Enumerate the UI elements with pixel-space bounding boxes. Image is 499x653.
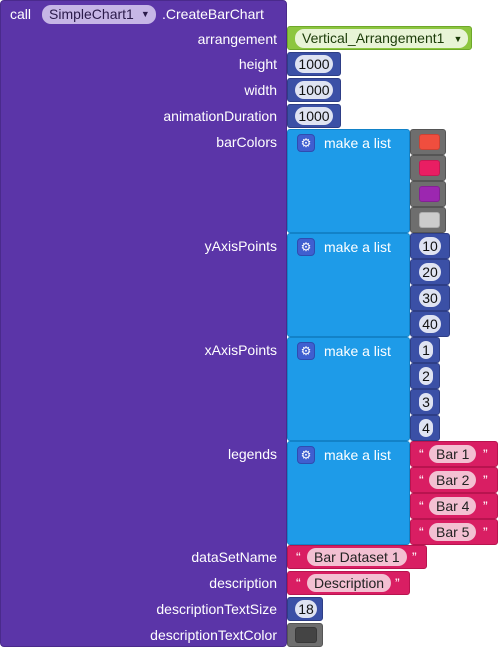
component-dropdown[interactable]: SimpleChart1 ▼ [42, 5, 156, 24]
quote-open: “ [419, 498, 424, 514]
color-swatch-dark-gray[interactable] [295, 627, 317, 643]
param-label-y-axis-points: yAxisPoints [204, 238, 277, 254]
color-swatch-red[interactable] [419, 134, 440, 150]
x-axis-number-field[interactable]: 1 [419, 341, 433, 359]
legends-list-block[interactable]: ⚙ make a list [287, 441, 410, 545]
param-label-description-text-size: descriptionTextSize [156, 601, 277, 617]
quote-open: “ [419, 472, 424, 488]
param-label-height: height [238, 56, 277, 72]
y-axis-number-field[interactable]: 30 [419, 289, 441, 307]
description-text-field[interactable]: Description [307, 574, 392, 592]
arrangement-dropdown[interactable]: Vertical_Arrangement1 ▼ [295, 29, 469, 48]
y-axis-number-field[interactable]: 40 [419, 315, 441, 333]
quote-close: ” [483, 446, 488, 462]
legend-text-block[interactable]: “ Bar 1 ” [410, 441, 498, 467]
arrangement-block[interactable]: Vertical_Arrangement1 ▼ [287, 26, 472, 50]
gear-icon[interactable]: ⚙ [297, 238, 315, 256]
param-label-legends: legends [227, 446, 277, 462]
param-label-arrangement: arrangement [197, 31, 277, 47]
description-text-color-block[interactable] [287, 623, 323, 647]
param-label-dataset-name: dataSetName [191, 549, 277, 565]
legend-text-field[interactable]: Bar 1 [429, 445, 477, 463]
y-axis-number-field[interactable]: 20 [419, 263, 441, 281]
component-name: SimpleChart1 [49, 6, 134, 22]
make-a-list-label: make a list [324, 239, 391, 255]
y-axis-number-block[interactable]: 10 [410, 233, 450, 259]
x-axis-points-list-block[interactable]: ⚙ make a list [287, 337, 410, 441]
create-bar-chart-block[interactable] [0, 0, 287, 647]
legend-text-block[interactable]: “ Bar 5 ” [410, 519, 498, 545]
param-label-width: width [244, 82, 277, 98]
width-number-block[interactable]: 1000 [287, 78, 341, 102]
gear-icon[interactable]: ⚙ [297, 134, 315, 152]
y-axis-number-block[interactable]: 20 [410, 259, 450, 285]
dataset-name-text-field[interactable]: Bar Dataset 1 [307, 548, 407, 566]
y-axis-number-block[interactable]: 40 [410, 311, 450, 337]
description-text-size-number-block[interactable]: 18 [287, 597, 323, 621]
x-axis-number-block[interactable]: 1 [410, 337, 440, 363]
legend-text-field[interactable]: Bar 2 [429, 471, 477, 489]
gear-icon[interactable]: ⚙ [297, 446, 315, 464]
width-number-field[interactable]: 1000 [295, 81, 333, 99]
arrangement-value: Vertical_Arrangement1 [302, 30, 445, 46]
quote-open: “ [419, 524, 424, 540]
color-swatch-purple[interactable] [419, 186, 440, 202]
y-axis-number-field[interactable]: 10 [419, 237, 441, 255]
make-a-list-label: make a list [324, 447, 391, 463]
make-a-list-label: make a list [324, 343, 391, 359]
x-axis-number-block[interactable]: 3 [410, 389, 440, 415]
height-number-block[interactable]: 1000 [287, 52, 341, 76]
color-swatch-light-gray[interactable] [419, 212, 440, 228]
color-block[interactable] [410, 207, 446, 233]
param-label-description: description [209, 575, 277, 591]
x-axis-number-field[interactable]: 3 [419, 393, 433, 411]
x-axis-number-field[interactable]: 4 [419, 419, 433, 437]
x-axis-number-field[interactable]: 2 [419, 367, 433, 385]
color-swatch-pink[interactable] [419, 160, 440, 176]
color-block[interactable] [410, 155, 446, 181]
height-number-field[interactable]: 1000 [295, 55, 333, 73]
bar-colors-list-block[interactable]: ⚙ make a list [287, 129, 410, 233]
legend-text-block[interactable]: “ Bar 4 ” [410, 493, 498, 519]
quote-close: ” [395, 575, 400, 591]
y-axis-number-block[interactable]: 30 [410, 285, 450, 311]
chevron-down-icon: ▼ [140, 9, 150, 19]
chevron-down-icon: ▼ [453, 34, 463, 44]
make-a-list-label: make a list [324, 135, 391, 151]
description-text-size-number-field[interactable]: 18 [295, 600, 317, 618]
param-label-bar-colors: barColors [216, 134, 277, 150]
legend-text-field[interactable]: Bar 4 [429, 497, 477, 515]
param-label-x-axis-points: xAxisPoints [204, 342, 277, 358]
animation-duration-number-field[interactable]: 1000 [295, 107, 333, 125]
method-name: .CreateBarChart [162, 6, 264, 22]
quote-close: ” [412, 549, 417, 565]
x-axis-number-block[interactable]: 4 [410, 415, 440, 441]
x-axis-number-block[interactable]: 2 [410, 363, 440, 389]
animation-duration-number-block[interactable]: 1000 [287, 104, 341, 128]
dataset-name-text-block[interactable]: “ Bar Dataset 1 ” [287, 545, 427, 569]
quote-close: ” [483, 524, 488, 540]
legend-text-block[interactable]: “ Bar 2 ” [410, 467, 498, 493]
quote-close: ” [483, 472, 488, 488]
param-label-description-text-color: descriptionTextColor [150, 627, 277, 643]
param-label-animation-duration: animationDuration [163, 108, 277, 124]
quote-open: “ [296, 575, 301, 591]
legend-text-field[interactable]: Bar 5 [429, 523, 477, 541]
quote-open: “ [419, 446, 424, 462]
y-axis-points-list-block[interactable]: ⚙ make a list [287, 233, 410, 337]
gear-icon[interactable]: ⚙ [297, 342, 315, 360]
quote-close: ” [483, 498, 488, 514]
call-keyword: call [10, 6, 32, 22]
color-block[interactable] [410, 129, 446, 155]
color-block[interactable] [410, 181, 446, 207]
quote-open: “ [296, 549, 301, 565]
description-text-block[interactable]: “ Description ” [287, 571, 410, 595]
